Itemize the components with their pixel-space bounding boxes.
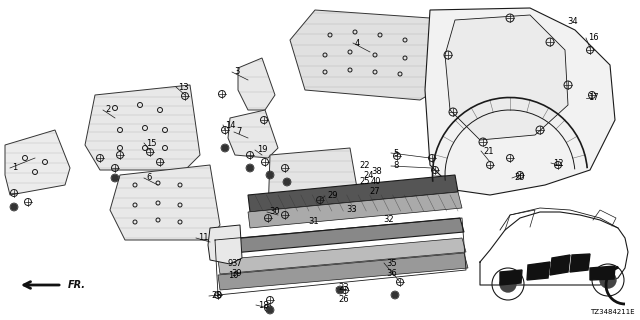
Polygon shape [268, 148, 360, 215]
Polygon shape [248, 192, 462, 228]
Circle shape [392, 292, 398, 298]
Polygon shape [220, 218, 464, 254]
Circle shape [11, 204, 17, 210]
Polygon shape [500, 270, 522, 285]
Text: 32: 32 [383, 215, 394, 225]
Text: 15: 15 [146, 139, 157, 148]
Polygon shape [445, 15, 568, 140]
Text: 12: 12 [553, 158, 563, 167]
Text: 9: 9 [228, 260, 233, 268]
Text: 6: 6 [146, 173, 152, 182]
Polygon shape [570, 254, 590, 272]
Polygon shape [590, 266, 615, 280]
Polygon shape [110, 165, 220, 240]
Text: 40: 40 [371, 178, 381, 187]
Circle shape [600, 272, 616, 288]
Text: 37: 37 [231, 259, 242, 268]
Text: 34: 34 [567, 18, 578, 27]
Text: 8: 8 [393, 162, 398, 171]
Text: 18: 18 [258, 300, 269, 309]
Text: 24: 24 [363, 172, 374, 180]
Polygon shape [527, 262, 550, 280]
Text: 19: 19 [257, 146, 268, 155]
Circle shape [500, 276, 516, 292]
Text: 20: 20 [514, 173, 525, 182]
Text: 5: 5 [393, 148, 398, 157]
Text: 11: 11 [198, 234, 209, 243]
Circle shape [337, 287, 343, 293]
Polygon shape [425, 8, 615, 195]
Text: 4: 4 [355, 38, 360, 47]
Text: 23: 23 [338, 284, 349, 292]
Polygon shape [248, 175, 458, 212]
Polygon shape [228, 110, 278, 158]
Text: 30: 30 [269, 207, 280, 217]
Text: 28: 28 [211, 292, 221, 300]
Text: FR.: FR. [68, 280, 86, 290]
Circle shape [267, 307, 273, 313]
Text: 25: 25 [359, 178, 369, 187]
Text: 3: 3 [234, 68, 239, 76]
Polygon shape [550, 255, 570, 275]
Polygon shape [208, 225, 242, 264]
Polygon shape [290, 10, 445, 100]
Text: 27: 27 [369, 188, 380, 196]
Circle shape [247, 165, 253, 171]
Polygon shape [5, 130, 70, 195]
Circle shape [267, 172, 273, 178]
Text: 16: 16 [588, 34, 598, 43]
Text: 1: 1 [12, 164, 17, 172]
Text: 35: 35 [386, 259, 397, 268]
Text: 21: 21 [483, 147, 493, 156]
Polygon shape [85, 85, 200, 170]
Text: 10: 10 [228, 270, 239, 279]
Polygon shape [218, 253, 468, 290]
Text: 39: 39 [231, 269, 242, 278]
Text: 29: 29 [327, 191, 337, 201]
Text: 2: 2 [105, 106, 110, 115]
Text: 26: 26 [338, 295, 349, 305]
Polygon shape [238, 58, 275, 110]
Text: TZ3484211E: TZ3484211E [590, 309, 635, 315]
Circle shape [112, 175, 118, 181]
Text: 31: 31 [308, 218, 319, 227]
Text: 17: 17 [588, 93, 598, 102]
Text: 38: 38 [371, 166, 381, 175]
Text: 7: 7 [236, 127, 241, 137]
Circle shape [222, 145, 228, 151]
Text: 14: 14 [225, 121, 236, 130]
Circle shape [284, 179, 290, 185]
Polygon shape [218, 238, 466, 274]
Text: 13: 13 [178, 83, 189, 92]
Text: 36: 36 [386, 269, 397, 278]
Text: 33: 33 [346, 205, 356, 214]
Text: 22: 22 [359, 161, 369, 170]
